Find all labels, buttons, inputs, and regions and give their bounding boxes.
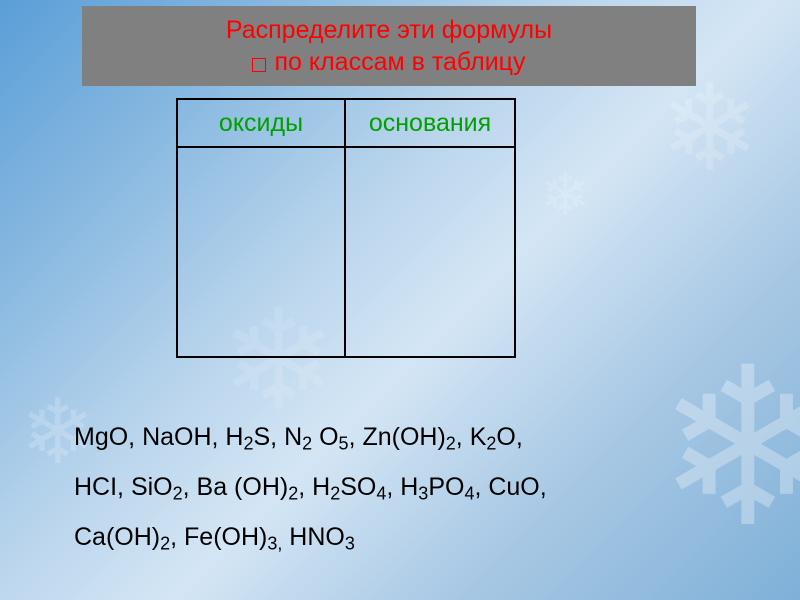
formula-line-1: MgO, NaOH, H2S, N2 O5, Zn(OH)2, K2O, — [74, 412, 734, 462]
classification-table: оксиды основания — [176, 98, 516, 358]
snowflake-decor: ❄ — [540, 160, 590, 230]
formula-list: MgO, NaOH, H2S, N2 O5, Zn(OH)2, K2O, HCI… — [74, 412, 734, 562]
formula-line-2: HCI, SiO2, Ba (OH)2, H2SO4, H3PO4, CuO, — [74, 462, 734, 512]
slide-title-line2-text: по классам в таблицу — [274, 48, 525, 76]
bullet-icon — [252, 58, 266, 72]
table-header-oxides: оксиды — [178, 100, 346, 146]
table-header-bases: основания — [346, 100, 514, 146]
slide-title-line1: Распределите эти формулы — [226, 14, 552, 47]
table-body-row — [178, 148, 514, 358]
formula-line-3: Ca(OH)2, Fe(OH)3, HNO3 — [74, 512, 734, 562]
table-cell-oxides — [178, 148, 346, 358]
table-cell-bases — [346, 148, 514, 358]
table-header-row: оксиды основания — [178, 100, 514, 148]
slide-title-line2: по классам в таблицу — [252, 46, 525, 79]
slide-title-box: Распределите эти формулы по классам в та… — [82, 6, 696, 86]
